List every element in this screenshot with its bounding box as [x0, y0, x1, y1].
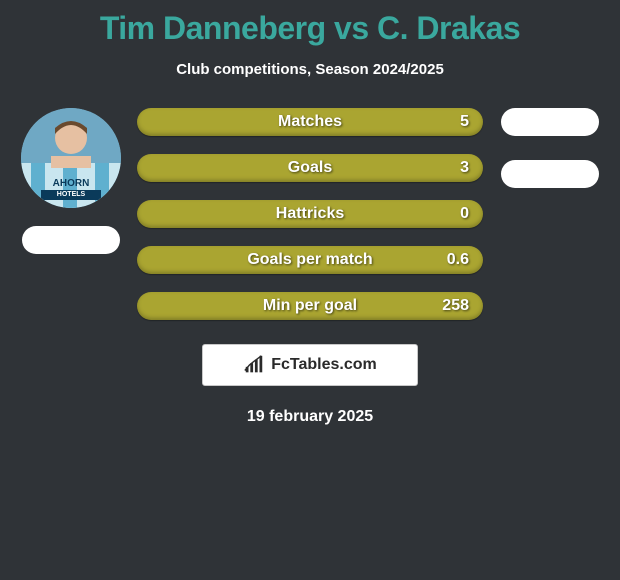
- subtitle: Club competitions, Season 2024/2025: [0, 61, 620, 78]
- left-player-column: AHORN HOTELS: [8, 108, 133, 254]
- svg-text:HOTELS: HOTELS: [56, 191, 85, 198]
- title-vs: vs: [334, 10, 369, 46]
- player-2-pill-1: [501, 108, 599, 136]
- source-badge: FcTables.com: [202, 344, 418, 386]
- stat-bar-min-per-goal: Min per goal 258: [137, 292, 483, 320]
- stat-value: 0.6: [447, 251, 469, 269]
- stat-label: Goals: [288, 159, 332, 177]
- svg-text:AHORN: AHORN: [52, 178, 89, 189]
- player-1-avatar: AHORN HOTELS: [21, 108, 121, 208]
- stat-value: 5: [460, 113, 469, 131]
- stat-bar-hattricks: Hattricks 0: [137, 200, 483, 228]
- stat-value: 0: [460, 205, 469, 223]
- title-player-2: C. Drakas: [377, 10, 520, 46]
- player-2-pill-2: [501, 160, 599, 188]
- stat-value: 258: [442, 297, 469, 315]
- date-text: 19 february 2025: [0, 408, 620, 426]
- stat-bar-goals: Goals 3: [137, 154, 483, 182]
- stat-bar-goals-per-match: Goals per match 0.6: [137, 246, 483, 274]
- stat-label: Matches: [278, 113, 342, 131]
- player-1-pill: [22, 226, 120, 254]
- avatar-placeholder-icon: AHORN HOTELS: [21, 108, 121, 208]
- stat-label: Hattricks: [276, 205, 344, 223]
- chart-icon: [243, 354, 265, 376]
- badge-text: FcTables.com: [271, 356, 377, 374]
- title-player-1: Tim Danneberg: [100, 10, 326, 46]
- stat-bar-matches: Matches 5: [137, 108, 483, 136]
- stat-value: 3: [460, 159, 469, 177]
- stat-bars: Matches 5 Goals 3 Hattricks 0 Goals per …: [133, 108, 487, 320]
- stat-label: Min per goal: [263, 297, 357, 315]
- page-title: Tim Danneberg vs C. Drakas: [0, 0, 620, 47]
- comparison-row: AHORN HOTELS Matches 5 Goals 3 Hattricks…: [0, 108, 620, 320]
- right-player-column: [487, 108, 612, 188]
- stat-label: Goals per match: [247, 251, 372, 269]
